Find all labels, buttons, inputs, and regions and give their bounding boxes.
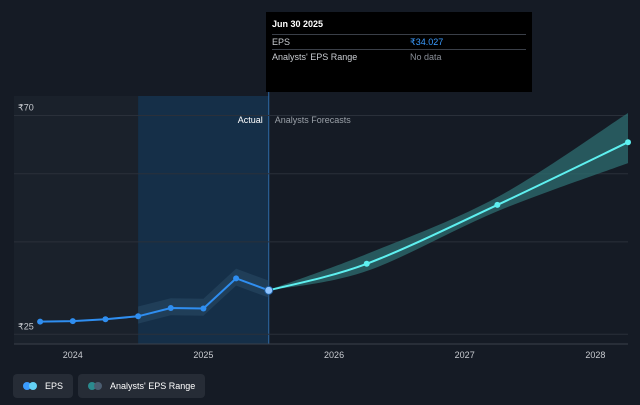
y-tick-label: ₹25 <box>18 321 34 331</box>
eps-line <box>40 277 270 323</box>
x-tick-label: 2028 <box>585 350 605 360</box>
forecast-point <box>363 260 370 267</box>
legend-eps-label: EPS <box>45 381 64 391</box>
forecast-range-band <box>268 113 628 291</box>
tooltip-row-range: Analysts' EPS Range No data <box>272 49 526 64</box>
legend-range-swatch-icon <box>88 382 104 390</box>
tooltip-eps-value: ₹34.027 <box>410 37 444 47</box>
eps-point <box>233 275 240 282</box>
x-tick-label: 2027 <box>455 350 475 360</box>
legend-eps-swatch-icon <box>23 382 39 390</box>
forecast-line <box>268 141 629 292</box>
x-tick-label: 2025 <box>193 350 213 360</box>
y-tick-label: ₹70 <box>18 102 34 112</box>
tooltip-row-eps: EPS ₹34.027 <box>272 34 526 49</box>
grid <box>14 114 628 345</box>
forecast-point <box>625 139 631 146</box>
x-tick-label: 2024 <box>63 350 83 360</box>
forecast-point <box>494 201 501 208</box>
eps-point <box>200 305 207 312</box>
tooltip-eps-label: EPS <box>272 37 291 47</box>
eps-point <box>69 318 76 325</box>
tooltip-date: Jun 30 2025 <box>272 19 324 29</box>
series-points <box>37 139 631 325</box>
eps-point <box>135 313 142 320</box>
legend-item-eps[interactable]: EPS <box>13 374 74 398</box>
eps-point <box>102 316 109 323</box>
eps-point <box>167 305 174 312</box>
hover-tooltip: Jun 30 2025 EPS ₹34.027 Analysts' EPS Ra… <box>266 12 532 92</box>
eps-point <box>37 318 44 325</box>
past-region <box>14 96 139 344</box>
chart-labels: ₹70 ₹25 2024 2025 2026 2027 2028 Actual Analysts… <box>18 102 605 360</box>
tooltip-range-value: No data <box>410 52 442 62</box>
actual-label: Actual <box>238 115 263 125</box>
legend-item-eps-range[interactable]: Analysts' EPS Range <box>78 374 206 398</box>
tooltip-range-label: Analysts' EPS Range <box>272 52 358 62</box>
x-tick-label: 2026 <box>324 350 344 360</box>
series-lines <box>40 141 629 323</box>
forecast-label: Analysts Forecasts <box>275 115 352 125</box>
legend: EPS Analysts' EPS Range <box>13 374 206 398</box>
eps-point <box>264 285 274 295</box>
chart-background <box>14 86 270 344</box>
legend-range-label: Analysts' EPS Range <box>110 381 196 391</box>
